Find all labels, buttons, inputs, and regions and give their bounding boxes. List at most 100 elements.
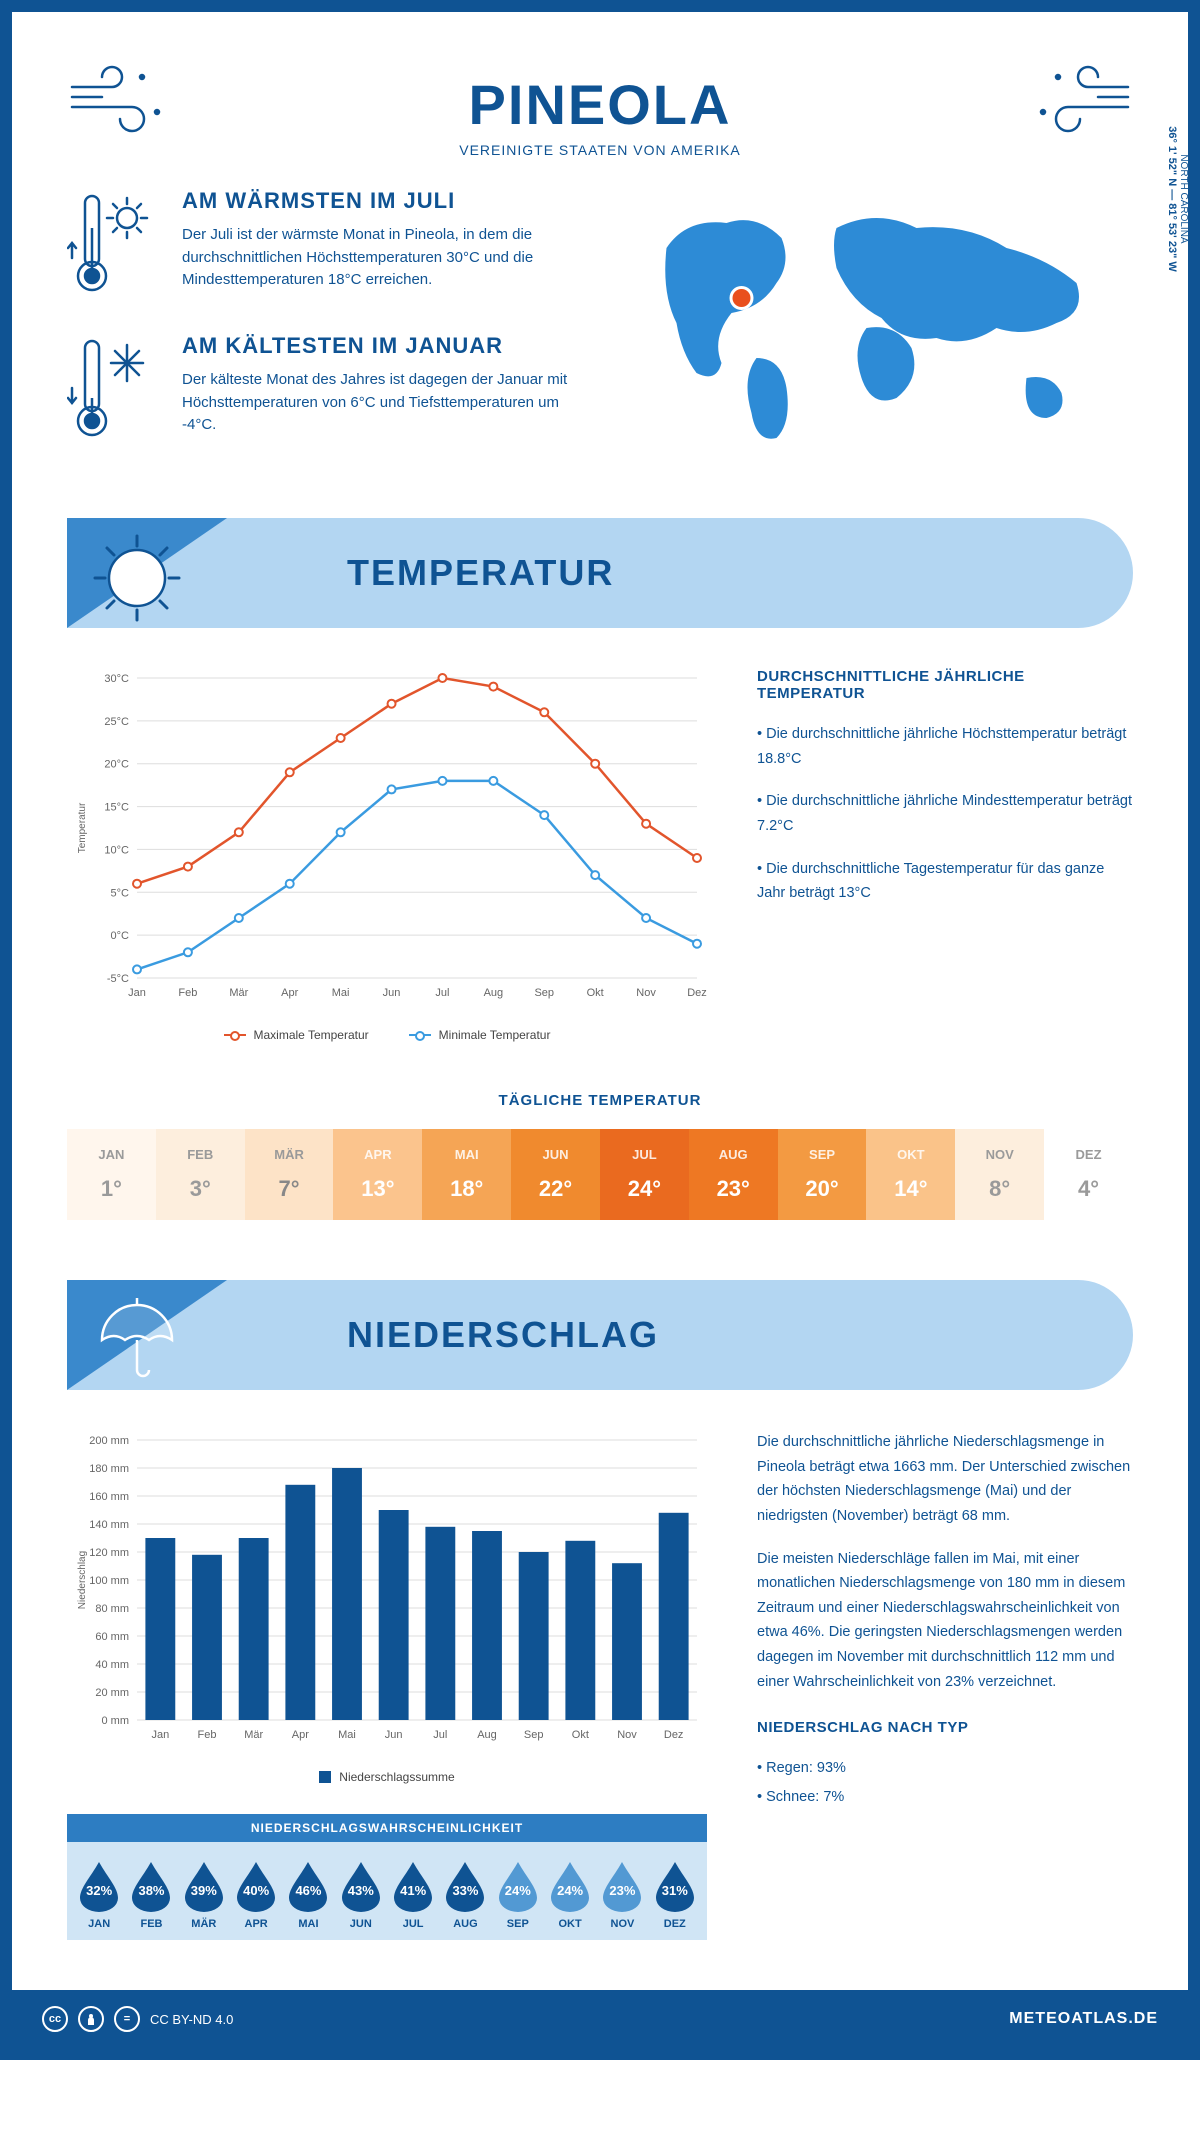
svg-text:Sep: Sep xyxy=(524,1729,544,1741)
daily-temp-cell: JUN22° xyxy=(511,1129,600,1220)
svg-text:140 mm: 140 mm xyxy=(89,1519,129,1531)
svg-text:Temperatur: Temperatur xyxy=(77,802,88,853)
precip-drop: 32%JAN xyxy=(73,1860,125,1930)
svg-text:30°C: 30°C xyxy=(104,673,129,685)
daily-temp-cell: AUG23° xyxy=(689,1129,778,1220)
legend-max: Maximale Temperatur xyxy=(254,1028,369,1042)
coldest-block: AM KÄLTESTEN IM JANUAR Der kälteste Mona… xyxy=(67,333,580,448)
precipitation-bar-chart: 0 mm20 mm40 mm60 mm80 mm100 mm120 mm140 … xyxy=(67,1430,707,1940)
svg-text:Nov: Nov xyxy=(617,1729,637,1741)
temperature-info: DURCHSCHNITTLICHE JÄHRLICHE TEMPERATUR •… xyxy=(757,668,1133,1042)
daily-temp-grid: JAN1°FEB3°MÄR7°APR13°MAI18°JUN22°JUL24°A… xyxy=(67,1129,1133,1220)
coldest-title: AM KÄLTESTEN IM JANUAR xyxy=(182,333,580,359)
svg-text:Okt: Okt xyxy=(572,1729,589,1741)
daily-temp-cell: SEP20° xyxy=(778,1129,867,1220)
daily-temp-cell: NOV8° xyxy=(955,1129,1044,1220)
daily-temp-cell: FEB3° xyxy=(156,1129,245,1220)
svg-text:60 mm: 60 mm xyxy=(95,1631,129,1643)
precip-drop: 46%MAI xyxy=(282,1860,334,1930)
svg-text:100 mm: 100 mm xyxy=(89,1575,129,1587)
coldest-text: Der kälteste Monat des Jahres ist dagege… xyxy=(182,369,580,437)
svg-text:Mai: Mai xyxy=(338,1729,356,1741)
svg-text:Jul: Jul xyxy=(433,1729,447,1741)
svg-text:40 mm: 40 mm xyxy=(95,1659,129,1671)
precip-type-b2: • Schnee: 7% xyxy=(757,1785,1133,1810)
svg-text:20°C: 20°C xyxy=(104,759,129,771)
license-text: CC BY-ND 4.0 xyxy=(150,2012,233,2027)
precip-drop: 24%OKT xyxy=(544,1860,596,1930)
temperature-banner: TEMPERATUR xyxy=(67,518,1133,628)
temp-info-b3: • Die durchschnittliche Tagestemperatur … xyxy=(757,857,1133,906)
temperature-heading: TEMPERATUR xyxy=(347,552,614,594)
temperature-line-chart: -5°C 0°C 5°C 10°C 15°C 20°C 25°C 30°C Jan Feb Mär A… xyxy=(67,668,707,1042)
world-map: NORTH CAROLINA 36° 1' 52" N — 81° 53' 23… xyxy=(620,188,1133,478)
footer: cc = CC BY-ND 4.0 METEOATLAS.DE xyxy=(12,1990,1188,2048)
svg-text:Apr: Apr xyxy=(281,987,298,999)
precip-type-heading: NIEDERSCHLAG NACH TYP xyxy=(757,1719,1133,1736)
daily-temp-cell: JAN1° xyxy=(67,1129,156,1220)
precip-prob-title: NIEDERSCHLAGSWAHRSCHEINLICHKEIT xyxy=(67,1814,707,1842)
precip-drop: 23%NOV xyxy=(596,1860,648,1930)
svg-text:-5°C: -5°C xyxy=(107,973,129,985)
daily-temp-title: TÄGLICHE TEMPERATUR xyxy=(67,1092,1133,1109)
page-subtitle: VEREINIGTE STAATEN VON AMERIKA xyxy=(67,142,1133,158)
svg-text:Mär: Mär xyxy=(244,1729,263,1741)
precip-drop: 38%FEB xyxy=(125,1860,177,1930)
svg-text:5°C: 5°C xyxy=(111,887,130,899)
legend-precip: Niederschlagssumme xyxy=(339,1770,454,1784)
precip-drop: 41%JUL xyxy=(387,1860,439,1930)
precip-drop: 31%DEZ xyxy=(649,1860,701,1930)
svg-text:Dez: Dez xyxy=(664,1729,684,1741)
svg-text:80 mm: 80 mm xyxy=(95,1603,129,1615)
thermometer-cold-icon xyxy=(67,333,157,448)
page-title: PINEOLA xyxy=(67,72,1133,137)
top-info-row: AM WÄRMSTEN IM JULI Der Juli ist der wär… xyxy=(67,188,1133,478)
svg-text:Niederschlag: Niederschlag xyxy=(77,1551,88,1609)
precip-drop: 24%SEP xyxy=(492,1860,544,1930)
svg-text:0°C: 0°C xyxy=(111,930,130,942)
daily-temp-cell: JUL24° xyxy=(600,1129,689,1220)
nd-icon: = xyxy=(114,2006,140,2032)
precip-drop: 39%MÄR xyxy=(178,1860,230,1930)
temp-info-b2: • Die durchschnittliche jährliche Mindes… xyxy=(757,789,1133,838)
svg-text:Mär: Mär xyxy=(229,987,248,999)
svg-text:15°C: 15°C xyxy=(104,802,129,814)
thermometer-hot-icon xyxy=(67,188,157,303)
precip-drop: 43%JUN xyxy=(335,1860,387,1930)
site-name: METEOATLAS.DE xyxy=(1009,2010,1158,2028)
precip-drop: 40%APR xyxy=(230,1860,282,1930)
temp-info-heading: DURCHSCHNITTLICHE JÄHRLICHE TEMPERATUR xyxy=(757,668,1133,702)
svg-text:Feb: Feb xyxy=(198,1729,217,1741)
wind-icon-left xyxy=(67,62,177,147)
svg-text:Aug: Aug xyxy=(484,987,504,999)
warmest-text: Der Juli ist der wärmste Monat in Pineol… xyxy=(182,224,580,292)
svg-text:120 mm: 120 mm xyxy=(89,1547,129,1559)
by-icon xyxy=(78,2006,104,2032)
svg-text:Jan: Jan xyxy=(151,1729,169,1741)
svg-text:160 mm: 160 mm xyxy=(89,1491,129,1503)
precipitation-info: Die durchschnittliche jährliche Niedersc… xyxy=(757,1430,1133,1940)
coords-latlng: 36° 1' 52" N — 81° 53' 23" W xyxy=(1167,126,1179,272)
precip-drop: 33%AUG xyxy=(439,1860,491,1930)
svg-text:10°C: 10°C xyxy=(104,844,129,856)
svg-text:25°C: 25°C xyxy=(104,716,129,728)
svg-text:Feb: Feb xyxy=(178,987,197,999)
precip-chart-legend: Niederschlagssumme xyxy=(67,1770,707,1784)
svg-text:Sep: Sep xyxy=(534,987,554,999)
svg-text:Okt: Okt xyxy=(587,987,604,999)
svg-text:Jan: Jan xyxy=(128,987,146,999)
coords-region: NORTH CAROLINA xyxy=(1179,126,1190,272)
svg-text:Jul: Jul xyxy=(435,987,449,999)
daily-temp-cell: OKT14° xyxy=(866,1129,955,1220)
precip-p1: Die durchschnittliche jährliche Niedersc… xyxy=(757,1430,1133,1529)
temp-chart-legend: Maximale Temperatur Minimale Temperatur xyxy=(67,1028,707,1042)
precip-type-b1: • Regen: 93% xyxy=(757,1756,1133,1781)
precipitation-heading: NIEDERSCHLAG xyxy=(347,1314,659,1356)
svg-text:Jun: Jun xyxy=(383,987,401,999)
svg-text:Mai: Mai xyxy=(332,987,350,999)
svg-text:Dez: Dez xyxy=(687,987,707,999)
daily-temp-cell: DEZ4° xyxy=(1044,1129,1133,1220)
sun-icon xyxy=(87,528,187,633)
warmest-title: AM WÄRMSTEN IM JULI xyxy=(182,188,580,214)
daily-temp-cell: MAI18° xyxy=(422,1129,511,1220)
